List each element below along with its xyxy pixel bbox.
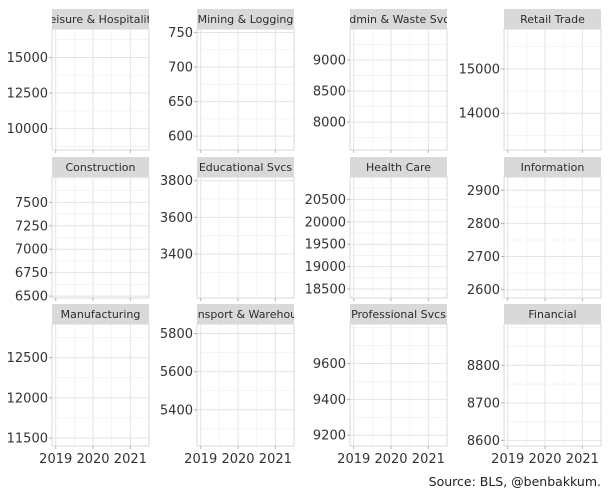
y-tick-label: 600: [168, 130, 193, 145]
facet-strip: [197, 157, 294, 177]
facet-title: Mining & Logging: [198, 13, 294, 26]
panel-background: [197, 324, 294, 446]
facet-title: Professional Svcs: [351, 308, 446, 321]
y-tick-label: 9000: [313, 54, 346, 69]
y-tick-label: 5600: [160, 365, 193, 380]
y-tick-label: 19000: [305, 260, 346, 275]
x-tick-label: 2019: [184, 452, 217, 467]
panel-background: [197, 177, 294, 298]
facet-strip: [504, 9, 601, 29]
y-tick-label: 8000: [313, 116, 346, 131]
x-tick-label: 2019: [491, 452, 524, 467]
facet-strip: [197, 304, 294, 324]
facet-strip: [504, 157, 601, 177]
y-tick-label: 14000: [459, 107, 500, 122]
facet-title: Construction: [65, 161, 135, 174]
y-tick-label: 8500: [313, 85, 346, 100]
facet-title: Educational Svcs: [199, 161, 293, 174]
facet-title: Manufacturing: [61, 308, 141, 321]
facet-strip: [52, 304, 149, 324]
y-tick-label: 18500: [305, 283, 346, 298]
facet-title: Information: [521, 161, 585, 174]
x-tick-label: 2021: [566, 452, 599, 467]
y-tick-label: 2900: [467, 184, 500, 199]
panel-background: [504, 177, 601, 298]
x-tick-label: 2020: [374, 452, 407, 467]
facet-strip: [504, 304, 601, 324]
facet-strip: [350, 304, 447, 324]
facet-strip: [350, 9, 447, 29]
facet-title: Transport & Warehouse: [180, 308, 310, 321]
x-tick-label: 2021: [259, 452, 292, 467]
y-tick-label: 20000: [305, 215, 346, 230]
y-tick-label: 2800: [467, 217, 500, 232]
y-tick-label: 12500: [7, 87, 48, 102]
panel-background: [52, 324, 149, 446]
y-tick-label: 8700: [467, 396, 500, 411]
panel-background: [350, 324, 447, 446]
facet-strip: [52, 157, 149, 177]
y-tick-label: 8800: [467, 359, 500, 374]
y-tick-label: 5800: [160, 327, 193, 342]
panel-background: [350, 177, 447, 298]
y-tick-label: 12000: [7, 391, 48, 406]
facet-title: Leisure & Hospitality: [44, 13, 158, 26]
y-tick-label: 11500: [7, 431, 48, 446]
y-tick-label: 2600: [467, 283, 500, 298]
y-tick-label: 3800: [160, 174, 193, 189]
y-tick-label: 8600: [467, 434, 500, 449]
y-tick-label: 9400: [313, 393, 346, 408]
facet-strip: [52, 9, 149, 29]
facet-title: Financial: [528, 308, 576, 321]
y-tick-label: 9200: [313, 429, 346, 444]
y-tick-label: 6750: [15, 266, 48, 281]
facet-title: Health Care: [366, 161, 431, 174]
facet-strip: [350, 157, 447, 177]
y-tick-label: 3400: [160, 248, 193, 263]
x-tick-label: 2019: [337, 452, 370, 467]
x-tick-label: 2020: [528, 452, 561, 467]
panel-background: [504, 324, 601, 446]
y-tick-label: 12500: [7, 351, 48, 366]
facet-title: Admin & Waste Svcs: [342, 13, 455, 26]
x-tick-label: 2020: [221, 452, 254, 467]
source-note: Source: BLS, @benbakkum.: [428, 474, 601, 489]
y-tick-label: 3600: [160, 211, 193, 226]
x-tick-label: 2019: [39, 452, 72, 467]
y-tick-label: 15000: [7, 51, 48, 66]
y-tick-label: 7500: [15, 196, 48, 211]
y-tick-label: 20500: [305, 193, 346, 208]
y-tick-label: 650: [168, 95, 193, 110]
facet-strip: [197, 9, 294, 29]
x-tick-label: 2021: [114, 452, 147, 467]
y-tick-label: 700: [168, 61, 193, 76]
x-tick-label: 2020: [76, 452, 109, 467]
x-tick-label: 2021: [412, 452, 445, 467]
panel-background: [197, 29, 294, 150]
y-tick-label: 19500: [305, 238, 346, 253]
y-tick-label: 10000: [7, 122, 48, 137]
y-tick-label: 7000: [15, 243, 48, 258]
panel-background: [52, 29, 149, 150]
facet-title: Retail Trade: [520, 13, 585, 26]
y-tick-label: 7250: [15, 219, 48, 234]
y-tick-label: 6500: [15, 290, 48, 305]
y-tick-label: 5400: [160, 403, 193, 418]
y-tick-label: 750: [168, 26, 193, 41]
panel-background: [350, 29, 447, 150]
y-tick-label: 2700: [467, 250, 500, 265]
panel-background: [504, 29, 601, 150]
y-tick-label: 15000: [459, 62, 500, 77]
y-tick-label: 9600: [313, 357, 346, 372]
